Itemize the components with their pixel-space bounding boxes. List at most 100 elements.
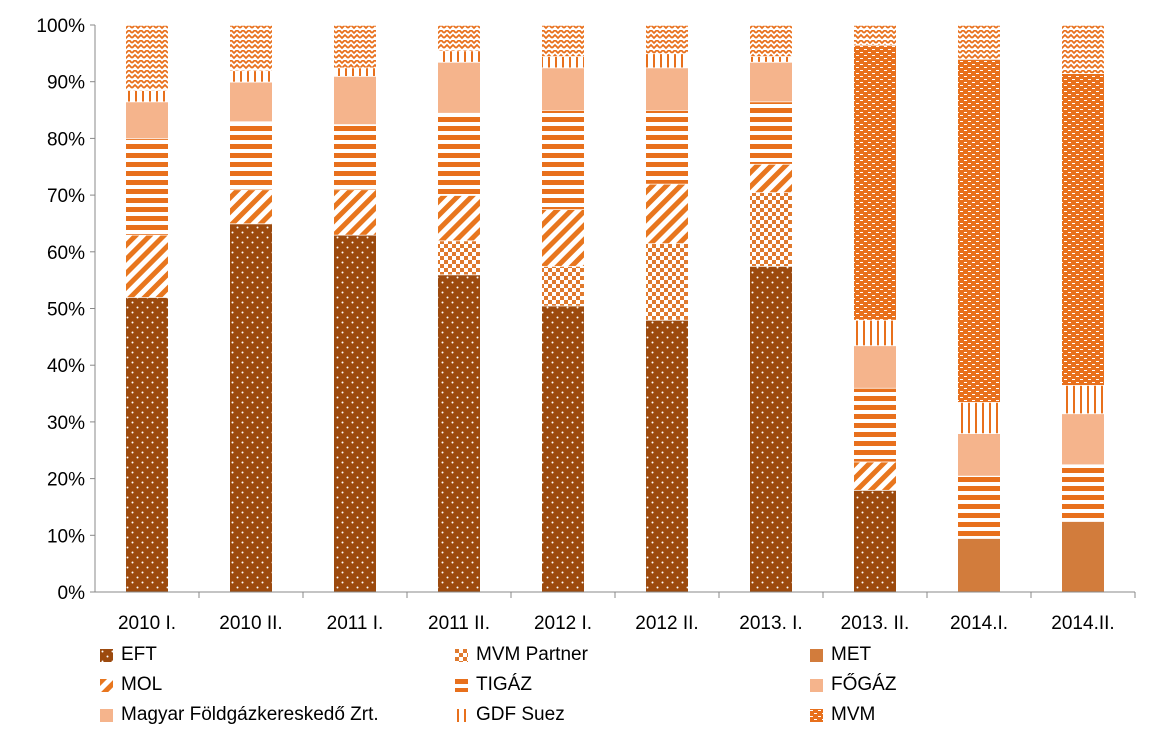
bar-segment [126, 234, 168, 298]
bar-segment [438, 50, 480, 62]
bar-segment [750, 163, 792, 193]
bar-segment [126, 138, 168, 235]
legend-swatch [100, 648, 113, 662]
legend-label: EFT [121, 644, 157, 665]
bar-segment [334, 76, 376, 125]
bar-segment [1062, 73, 1104, 386]
legend-item: TIGÁZ [455, 670, 532, 700]
bar-segment [438, 240, 480, 275]
bar-segment [646, 53, 688, 68]
bar-segment [438, 61, 480, 113]
bar-segment [646, 183, 688, 244]
bar-segment [854, 319, 896, 346]
bar-segment [126, 25, 168, 91]
bar-segment [646, 243, 688, 320]
x-category-label: 2012 II. [635, 613, 698, 634]
y-axis: 0% 10% 20% 30% 40% 50% 60% 70% 80% 90% 100% [36, 16, 96, 604]
bar-segment [854, 345, 896, 388]
bar-segment [958, 475, 1000, 539]
bar-segment [438, 195, 480, 241]
bar-segment [230, 189, 272, 224]
bar-segment [334, 234, 376, 593]
bar-segment [438, 25, 480, 51]
bar-segment [1062, 413, 1104, 465]
bar-segment [854, 25, 896, 45]
bar-segment [230, 121, 272, 190]
bar-segment [542, 110, 584, 210]
bar-segment [854, 387, 896, 462]
y-tick-label: 90% [47, 73, 85, 94]
bar-segment [646, 319, 688, 592]
bar-segment [126, 90, 168, 102]
bar-segment [854, 44, 896, 320]
legend-item: MVM [810, 700, 875, 730]
bar-segment [230, 70, 272, 82]
y-tick-label: 70% [47, 186, 85, 207]
bar-segment [1062, 25, 1104, 74]
legend-item: MVM Partner [455, 640, 588, 670]
legend-label: FŐGÁZ [831, 674, 897, 695]
bar-segment [438, 112, 480, 196]
legend-item: FŐGÁZ [810, 670, 896, 700]
bar-segment [750, 56, 792, 62]
legend-label: MOL [121, 674, 163, 695]
bar-segment [334, 67, 376, 77]
bar-segment [958, 25, 1000, 60]
bar-segment [750, 61, 792, 102]
bars [126, 24, 1104, 593]
legend-swatch [455, 678, 468, 692]
bar-segment [646, 110, 688, 184]
bar-segment [542, 305, 584, 592]
bar-segment [958, 433, 1000, 476]
bar-segment [542, 67, 584, 111]
legend-swatch [810, 708, 823, 722]
bar-segment [126, 101, 168, 139]
x-category-label: 2010 I. [118, 613, 176, 634]
bar-segment [854, 461, 896, 490]
legend: EFT MVM Partner MET MOL TIGÁZ FŐGÁZ Magyar Föl… [100, 640, 1100, 732]
legend-item: MOL [100, 670, 162, 700]
x-category-label: 2010 II. [219, 613, 282, 634]
bar-segment [542, 25, 584, 57]
y-tick-label: 0% [58, 583, 86, 604]
legend-swatch [455, 708, 468, 722]
bar-segment [334, 25, 376, 68]
bar-segment [230, 25, 272, 71]
legend-item: Magyar Földgázkereskedő Zrt. [100, 700, 379, 730]
bar-segment [854, 489, 896, 592]
bar-segment [646, 25, 688, 54]
y-tick-label: 80% [47, 129, 85, 150]
bar-segment [958, 538, 1000, 592]
bar-segment [542, 265, 584, 306]
y-tick-label: 20% [47, 470, 85, 491]
legend-item: MET [810, 640, 871, 670]
bar-segment [1062, 521, 1104, 592]
x-category-label: 2012 I. [534, 613, 592, 634]
legend-swatch [810, 648, 823, 662]
legend-label: GDF Suez [476, 704, 565, 725]
bar-segment [750, 101, 792, 164]
y-tick-label: 40% [47, 356, 85, 377]
legend-swatch [100, 708, 113, 722]
legend-label: MET [831, 644, 872, 665]
bar-segment [958, 402, 1000, 434]
y-tick-label: 60% [47, 243, 85, 264]
y-tick-label: 100% [36, 16, 85, 37]
y-tick-label: 50% [47, 300, 85, 321]
x-category-label: 2011 II. [428, 613, 490, 634]
stacked-bar-chart: 0% 10% 20% 30% 40% 50% 60% 70% 80% 90% 100% 2010 I… [36, 16, 1136, 634]
x-category-label: 2013. II. [841, 613, 910, 634]
bar-segment [750, 25, 792, 57]
legend-item: EFT [100, 640, 157, 670]
bar-segment [438, 274, 480, 592]
bar-segment [750, 192, 792, 266]
bar-segment [1062, 385, 1104, 414]
legend-item: GDF Suez [455, 700, 565, 730]
x-category-label: 2014.II. [1051, 613, 1114, 634]
legend-swatch [455, 648, 468, 662]
bar-segment [230, 223, 272, 592]
legend-swatch [810, 678, 823, 692]
bar-segment [230, 81, 272, 122]
legend-swatch [100, 678, 113, 692]
bar-segment [750, 265, 792, 592]
